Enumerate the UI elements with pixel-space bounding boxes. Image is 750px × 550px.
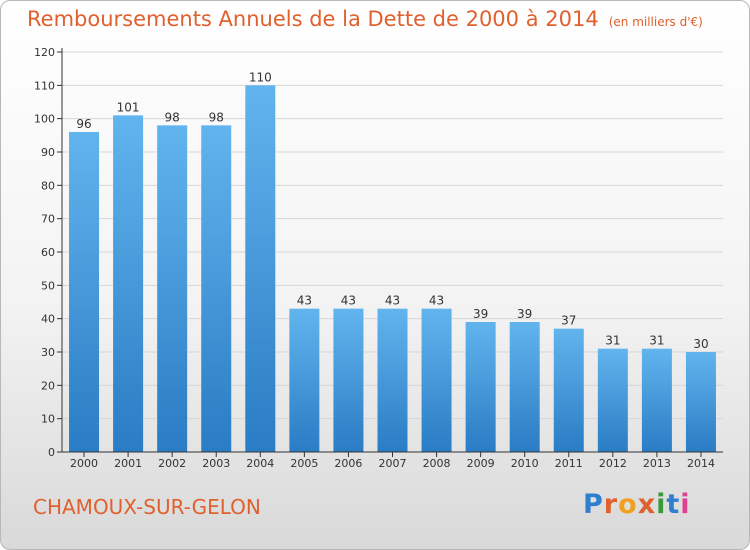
y-tick-label: 90 [41,146,55,159]
bars [69,85,716,452]
y-tick-label: 120 [34,46,55,59]
labels: 0 10 20 30 40 50 60 70 80 90 100 110 120 96 2000 101 200… [34,46,715,470]
y-tick-label: 0 [48,446,55,459]
x-tick-label: 2006 [334,457,362,470]
x-tick-label: 2007 [379,457,407,470]
y-tick-label: 10 [41,413,55,426]
y-tick-label: 40 [41,313,55,326]
data-label: 43 [429,294,444,308]
y-tick-label: 110 [34,79,55,92]
x-tick-label: 2004 [246,457,274,470]
x-tick-label: 2009 [467,457,495,470]
chart-subtitle: (en milliers d'€) [608,15,703,29]
data-label: 37 [561,314,576,328]
y-tick-label: 80 [41,179,55,192]
x-tick-label: 2008 [423,457,451,470]
x-tick-label: 2005 [290,457,318,470]
data-label: 31 [605,334,620,348]
logo-letter: t [666,489,681,520]
data-label: 31 [649,334,664,348]
proxiti-logo: Proxiti [583,489,691,520]
bar [553,328,584,452]
logo-letter: i [680,489,691,520]
y-tick-label: 20 [41,379,55,392]
bar [421,308,452,452]
bar [69,132,100,452]
data-label: 39 [473,307,488,321]
bar [333,308,364,452]
data-label: 110 [249,70,272,84]
y-tick-label: 50 [41,279,55,292]
location-name: CHAMOUX-SUR-GELON [33,495,261,519]
bar [113,115,144,452]
bar [245,85,276,452]
data-label: 43 [385,294,400,308]
title-text: Remboursements Annuels de la Dette de 20… [27,7,599,31]
x-tick-label: 2010 [511,457,539,470]
logo-letter: r [603,489,619,520]
logo-letter: o [618,489,638,520]
x-tick-label: 2014 [687,457,715,470]
data-label: 43 [341,294,356,308]
y-tick-label: 100 [34,113,55,126]
logo-letter: P [583,489,604,520]
data-label: 98 [165,110,180,124]
bar [509,322,540,452]
bar [685,352,716,452]
bar [201,125,232,452]
x-tick-label: 2013 [643,457,671,470]
x-tick-label: 2012 [599,457,627,470]
data-label: 98 [209,110,224,124]
bar [377,308,408,452]
bar [641,348,672,452]
bar [465,322,496,452]
data-label: 39 [517,307,532,321]
x-tick-label: 2003 [202,457,230,470]
data-label: 96 [76,117,91,131]
logo-letter: i [656,489,667,520]
y-tick-label: 70 [41,213,55,226]
x-tick-label: 2002 [158,457,186,470]
y-tick-label: 30 [41,346,55,359]
x-tick-label: 2011 [555,457,583,470]
logo-letter: x [637,489,657,520]
chart-title: Remboursements Annuels de la Dette de 20… [27,7,703,31]
bar [289,308,320,452]
bar [157,125,188,452]
data-label: 101 [117,100,140,114]
axes [57,48,723,457]
data-label: 43 [297,294,312,308]
x-tick-label: 2000 [70,457,98,470]
bar [597,348,628,452]
x-tick-label: 2001 [114,457,142,470]
y-tick-label: 60 [41,246,55,259]
data-label: 30 [693,337,708,351]
